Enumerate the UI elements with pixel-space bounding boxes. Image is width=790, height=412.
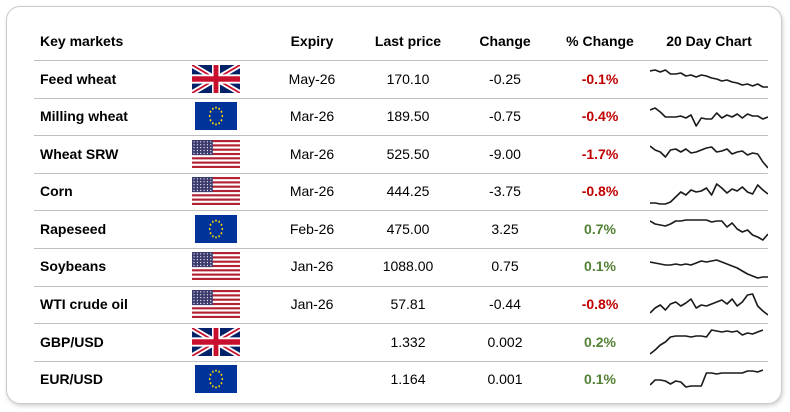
sparkline-chart — [650, 293, 768, 316]
sparkline-chart — [650, 145, 768, 169]
sparkline-chart — [650, 369, 764, 389]
table-row: Rapeseed Feb-26 475.00 3.25 0.7% — [34, 210, 768, 246]
change-value: 0.75 — [491, 258, 519, 275]
sparkline-series — [650, 328, 764, 355]
sparkline-series — [650, 183, 768, 206]
sparkline-chart — [650, 183, 768, 206]
sparkline-series — [650, 107, 768, 127]
change-value: 0.001 — [487, 371, 523, 388]
market-name: Corn — [40, 183, 73, 200]
header-20-day-chart: 20 Day Chart — [666, 33, 752, 49]
eu-flag-icon — [164, 102, 268, 131]
change-value: 0.002 — [487, 333, 523, 350]
sparkline-series — [650, 259, 768, 280]
table-row: Feed wheat May-26 170.10 -0.25 -0.1% — [34, 60, 768, 96]
expiry-value: Mar-26 — [289, 183, 335, 200]
pct-change-value: -0.8% — [581, 296, 619, 313]
expiry-value: Feb-26 — [289, 220, 335, 237]
market-name: Wheat SRW — [40, 145, 119, 162]
last-price-value: 1088.00 — [382, 258, 434, 275]
last-price-value: 444.25 — [386, 183, 430, 200]
pct-change-value: -0.1% — [581, 70, 619, 87]
pct-change-value: -1.7% — [581, 145, 619, 162]
market-name: EUR/USD — [40, 371, 104, 388]
table-row: Soybeans Jan-26 1088.00 0.75 0.1% — [34, 247, 768, 284]
us-flag-icon — [164, 252, 268, 281]
pct-change-value: 0.2% — [584, 333, 616, 350]
header-pct-change: % Change — [566, 33, 634, 49]
pct-change-value: 0.7% — [584, 220, 616, 237]
change-value: -9.00 — [489, 145, 521, 162]
sparkline-series — [650, 369, 764, 389]
market-name: GBP/USD — [40, 333, 104, 350]
expiry-value: Jan-26 — [290, 258, 334, 275]
change-value: -0.44 — [489, 296, 521, 313]
eu-flag-icon — [164, 365, 268, 394]
table-row: WTI crude oil Jan-26 57.81 -0.44 -0.8% — [34, 285, 768, 322]
markets-table: Key markets Expiry Last price Change % C… — [34, 22, 768, 397]
last-price-value: 170.10 — [386, 70, 430, 87]
market-name: WTI crude oil — [40, 296, 128, 313]
sparkline-cell — [650, 174, 768, 208]
markets-panel — [6, 6, 782, 404]
sparkline-cell — [650, 212, 768, 246]
sparkline-series — [650, 293, 768, 316]
last-price-value: 525.50 — [386, 145, 430, 162]
last-price-value: 475.00 — [386, 220, 430, 237]
change-value: -0.25 — [489, 70, 521, 87]
change-value: -3.75 — [489, 183, 521, 200]
sparkline-cell — [650, 325, 768, 359]
sparkline-series — [650, 219, 768, 241]
change-value: -0.75 — [489, 108, 521, 125]
header-last-price: Last price — [374, 33, 442, 49]
market-name: Rapeseed — [40, 220, 107, 237]
header-key-markets: Key markets — [40, 33, 124, 49]
us-flag-icon — [164, 290, 268, 319]
last-price-value: 57.81 — [390, 296, 426, 313]
pct-change-value: 0.1% — [584, 258, 616, 275]
sparkline-cell — [650, 249, 768, 283]
us-flag-icon — [164, 177, 268, 206]
table-row: Wheat SRW Mar-26 525.50 -9.00 -1.7% — [34, 135, 768, 171]
pct-change-value: -0.4% — [581, 108, 619, 125]
header-expiry: Expiry — [290, 33, 334, 49]
sparkline-series — [650, 68, 768, 88]
table-row: Corn Mar-26 444.25 -3.75 -0.8% — [34, 172, 768, 209]
sparkline-chart — [650, 259, 768, 280]
market-name: Milling wheat — [40, 108, 128, 125]
sparkline-chart — [650, 219, 768, 241]
sparkline-cell — [650, 99, 768, 133]
last-price-value: 1.332 — [390, 333, 426, 350]
expiry-value: Mar-26 — [289, 108, 335, 125]
market-name: Soybeans — [40, 258, 107, 275]
sparkline-series — [650, 145, 768, 169]
last-price-value: 189.50 — [386, 108, 430, 125]
header-change: Change — [479, 33, 531, 49]
sparkline-cell — [650, 62, 768, 96]
last-price-value: 1.164 — [390, 371, 426, 388]
expiry-value: Mar-26 — [289, 145, 335, 162]
change-value: 3.25 — [491, 220, 519, 237]
sparkline-cell — [650, 362, 768, 396]
sparkline-cell — [650, 137, 768, 171]
sparkline-chart — [650, 68, 768, 88]
pct-change-value: -0.8% — [581, 183, 619, 200]
eu-flag-icon — [164, 214, 268, 243]
expiry-value: May-26 — [288, 70, 336, 87]
table-header: Key markets Expiry Last price Change % C… — [34, 22, 768, 60]
sparkline-chart — [650, 107, 768, 127]
expiry-value: Jan-26 — [290, 296, 334, 313]
sparkline-chart — [650, 328, 764, 355]
pct-change-value: 0.1% — [584, 371, 616, 388]
market-name: Feed wheat — [40, 70, 117, 87]
us-flag-icon — [164, 139, 268, 168]
uk-flag-icon — [164, 64, 268, 93]
table-row: GBP/USD 1.332 0.002 0.2% — [34, 323, 768, 359]
uk-flag-icon — [164, 327, 268, 356]
table-row: Milling wheat Mar-26 189.50 -0.75 -0.4% — [34, 97, 768, 134]
table-row: EUR/USD 1.164 0.001 0.1% — [34, 360, 768, 397]
table-body: Feed wheat May-26 170.10 -0.25 -0.1% Milling … — [34, 60, 768, 397]
sparkline-cell — [650, 287, 768, 321]
